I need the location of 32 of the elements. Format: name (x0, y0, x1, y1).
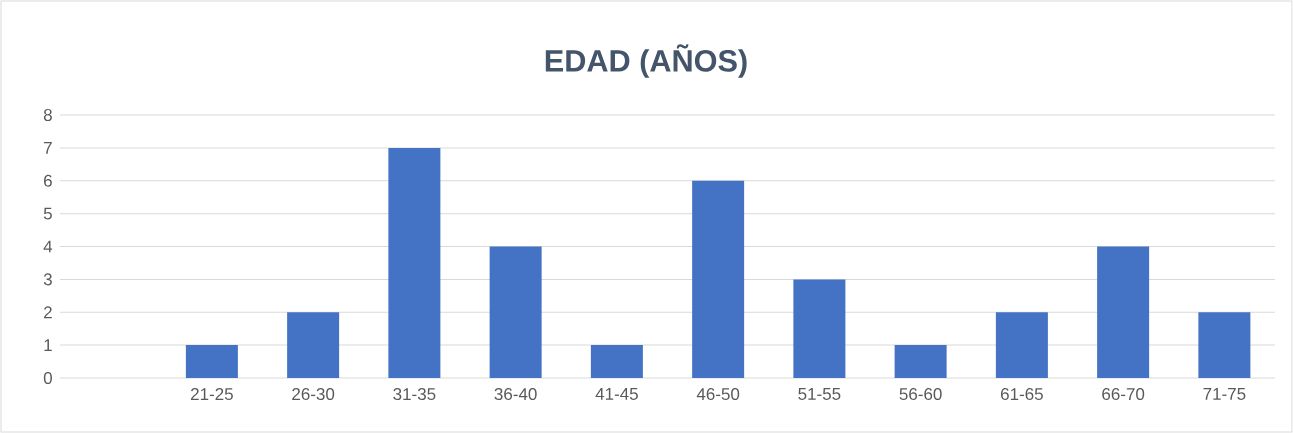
y-tick-label: 3 (43, 273, 52, 286)
bar (489, 246, 542, 378)
y-tick-label: 8 (43, 108, 52, 122)
y-tick-label: 7 (44, 142, 52, 154)
x-tick-label: 61-65 (1001, 388, 1043, 401)
x-tick-label: 56-60 (899, 388, 942, 401)
bar (287, 312, 340, 378)
y-tick-label: 0 (43, 371, 52, 385)
x-tick-label: 66-70 (1102, 388, 1145, 401)
bar (590, 345, 643, 378)
bar (1198, 312, 1251, 378)
bar (995, 312, 1048, 378)
y-tick-label: 4 (43, 240, 53, 253)
y-tick-label: 1 (44, 339, 52, 351)
x-tick-label: 71-75 (1203, 388, 1246, 400)
bar (388, 147, 441, 378)
bar (793, 279, 846, 378)
x-tick-label: 26-30 (292, 388, 335, 401)
y-tick-label: 2 (44, 306, 52, 319)
x-tick-label: 46-50 (696, 388, 740, 401)
chart-title: EDAD (AÑOS) (545, 44, 747, 78)
y-tick-label: 6 (44, 174, 52, 187)
x-tick-label: 51-55 (798, 388, 841, 400)
y-tick-label: 5 (43, 207, 52, 220)
bar (1097, 246, 1150, 378)
bar (185, 345, 238, 378)
bar (692, 180, 745, 378)
bar (894, 345, 947, 378)
x-tick-label: 31-35 (393, 388, 436, 401)
x-tick-label: 41-45 (595, 388, 638, 400)
x-tick-label: 21-25 (191, 388, 233, 401)
x-tick-label: 36-40 (494, 388, 537, 401)
